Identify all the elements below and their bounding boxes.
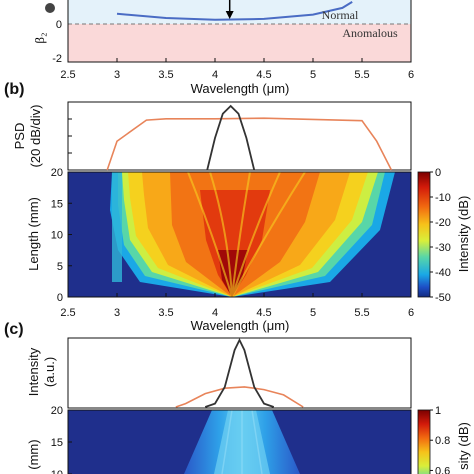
panel-c-colorbar-label: sity (dB) bbox=[456, 422, 471, 470]
panel-a-xlabel: Wavelength (μm) bbox=[191, 81, 290, 96]
panel-b-x-tick-label: 4.5 bbox=[256, 307, 271, 319]
panel-b-x-tick-label: 3.5 bbox=[158, 307, 173, 319]
panel-a-frame bbox=[67, 0, 412, 63]
panel-b-colorbar-tick-label: -20 bbox=[435, 217, 451, 229]
panel-b-y-tick-label: 5 bbox=[57, 261, 63, 273]
panel-b-colorbar-tick-label: 0 bbox=[435, 167, 441, 179]
panel-b-y-ticks: 0 5 10 15 20 bbox=[51, 167, 72, 304]
panel-b-heatmap-ylabel: Length (mm) bbox=[26, 197, 41, 271]
panel-c-input-pulse bbox=[204, 337, 275, 408]
panel-c-ylabel: Intensity bbox=[26, 347, 41, 396]
panel-b-colorbar bbox=[417, 171, 431, 298]
panel-a-normal-label: Normal bbox=[322, 8, 359, 22]
panel-c-colorbar-tick-label: 1 bbox=[435, 405, 441, 417]
panel-c-frame bbox=[67, 337, 412, 409]
panel-a-ylabel: β₂ bbox=[32, 32, 47, 43]
down-arrow-icon bbox=[225, 0, 234, 19]
panel-c-colorbar-tick-label: 0.8 bbox=[435, 435, 450, 447]
panel-b-x-tick-label: 6 bbox=[408, 307, 414, 319]
panel-b-colorbar-tick-label: -50 bbox=[435, 292, 451, 304]
panel-b: (b) PSD (20 dB/div) bbox=[4, 81, 412, 171]
panel-b-colorbar-tick-label: -30 bbox=[435, 242, 451, 254]
panel-a-anomalous-label: Anomalous bbox=[342, 26, 398, 40]
panel-b-y-tick-label: 10 bbox=[51, 230, 63, 242]
panel-b-x-tick-label: 2.5 bbox=[60, 307, 75, 319]
panel-b-x-tick-label: 4 bbox=[212, 307, 218, 319]
panel-b-x-tick-label: 3 bbox=[114, 307, 120, 319]
panel-b-ylabel: PSD bbox=[12, 123, 27, 150]
panel-b-heatmap: 2.5 3 3.5 4 4.5 5 5.5 6 0 5 10 15 20 Length (mm) Wa… bbox=[26, 167, 471, 333]
panel-a: Normal Anomalous 0 -2 β₂ 2.5 3 3.5 4 4.5 5 5.5… bbox=[32, 0, 414, 96]
panel-c-colorbar-ticks: 1 0.8 0.6 bbox=[430, 405, 450, 474]
panel-b-xlabel: Wavelength (μm) bbox=[191, 318, 290, 333]
panel-b-colorbar-tick-label: -40 bbox=[435, 267, 451, 279]
panel-c-colorbar bbox=[417, 409, 431, 474]
panel-a-ytick-neg2: -2 bbox=[52, 53, 62, 65]
panel-c-ylabel-unit: (a.u.) bbox=[42, 357, 57, 387]
panel-c-y-tick-label: 20 bbox=[51, 405, 63, 417]
panel-a-x-tick-label: 4 bbox=[212, 69, 218, 81]
panel-b-x-tick-label: 5.5 bbox=[354, 307, 369, 319]
panel-a-dispersion-curve bbox=[116, 1, 353, 21]
panel-b-y-tick-label: 20 bbox=[51, 167, 63, 179]
panel-c: (c) Intensity (a.u.) bbox=[4, 321, 412, 409]
panel-c-label: (c) bbox=[4, 321, 24, 338]
panel-a-normal-region bbox=[68, 0, 411, 24]
panel-b-colorbar-tick-label: -10 bbox=[435, 192, 451, 204]
panel-c-heatmap: 10 15 20 n (mm) 1 0.8 0.6 sity (dB) bbox=[26, 405, 471, 474]
panel-a-x-tick-label: 5 bbox=[310, 69, 316, 81]
panel-c-y-ticks: 10 15 20 bbox=[51, 405, 72, 474]
panel-a-x-ticks: 2.5 3 3.5 4 4.5 5 5.5 6 bbox=[60, 58, 414, 81]
panel-c-heatmap-frame bbox=[67, 409, 412, 474]
panel-b-x-ticks: 2.5 3 3.5 4 4.5 5 5.5 6 bbox=[60, 293, 414, 319]
panel-b-colorbar-label: Intensity (dB) bbox=[456, 196, 471, 273]
panel-c-y-tick-label: 15 bbox=[51, 437, 63, 449]
panel-b-x-tick-label: 5 bbox=[310, 307, 316, 319]
panel-b-psd-yticks bbox=[68, 118, 72, 154]
panel-a-x-tick-label: 2.5 bbox=[60, 69, 75, 81]
panel-a-ytick-0: 0 bbox=[56, 19, 62, 31]
panel-c-colorbar-tick-label: 0.6 bbox=[435, 465, 450, 474]
panel-c-output-pulse bbox=[175, 386, 304, 408]
panel-b-spectrum-frame bbox=[67, 101, 412, 171]
panel-a-x-tick-label: 4.5 bbox=[256, 69, 271, 81]
panel-c-y-tick-label: 10 bbox=[51, 469, 63, 474]
panel-b-y-tick-label: 0 bbox=[57, 292, 63, 304]
panel-a-x-tick-label: 3 bbox=[114, 69, 120, 81]
panel-b-input-spectrum bbox=[206, 104, 256, 171]
panel-a-x-tick-label: 6 bbox=[408, 69, 414, 81]
panel-b-label: (b) bbox=[4, 81, 24, 98]
panel-b-colorbar-ticks: 0 -10 -20 -30 -40 -50 bbox=[430, 167, 451, 304]
panel-a-x-tick-label: 5.5 bbox=[354, 69, 369, 81]
panel-a-x-tick-label: 3.5 bbox=[158, 69, 173, 81]
panel-a-legend-marker bbox=[45, 3, 55, 13]
panel-b-ylabel-unit: (20 dB/div) bbox=[28, 105, 43, 168]
panel-c-heatmap-ylabel: n (mm) bbox=[26, 439, 41, 474]
panel-a-anomalous-region bbox=[68, 24, 411, 62]
panel-b-y-tick-label: 15 bbox=[51, 198, 63, 210]
